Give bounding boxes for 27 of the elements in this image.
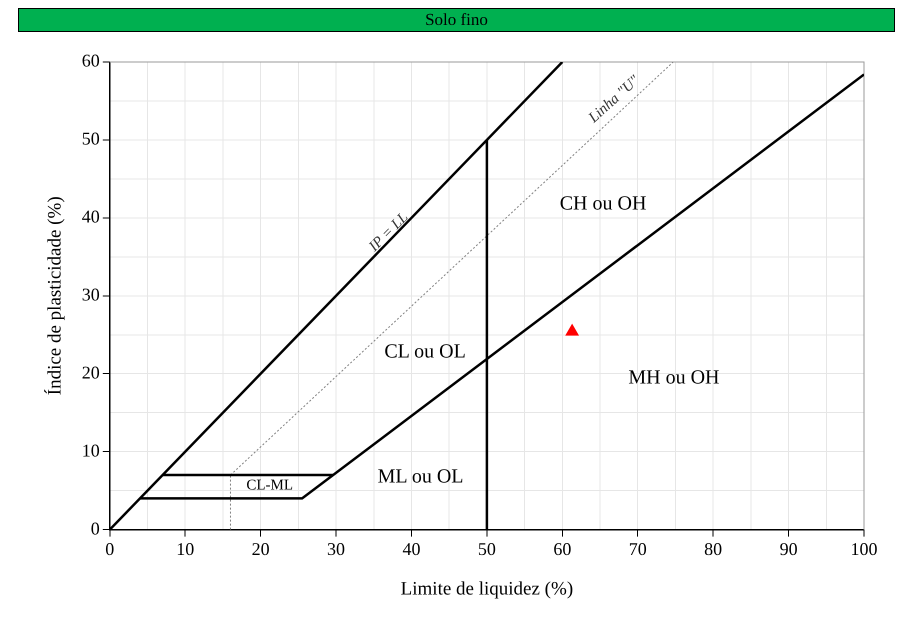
x-tick-label: 50 — [478, 539, 496, 560]
annotation: CL-ML — [246, 478, 294, 494]
annotation: CH ou OH — [560, 192, 646, 214]
x-tick-label: 60 — [553, 539, 572, 560]
x-tick-label: 0 — [105, 539, 114, 560]
y-tick-label: 50 — [82, 128, 100, 149]
x-tick-label: 30 — [327, 539, 346, 560]
x-tick-label: 80 — [704, 539, 722, 560]
x-tick-label: 40 — [402, 539, 420, 560]
y-tick-label: 60 — [82, 50, 100, 71]
y-tick-label: 40 — [82, 206, 100, 227]
annotation: MH ou OH — [628, 366, 720, 388]
y-axis-title: Índice de plasticidade (%) — [43, 196, 66, 396]
x-tick-label: 70 — [628, 539, 647, 560]
annotation: ML ou OL — [378, 465, 464, 488]
x-tick-label: 90 — [780, 539, 798, 560]
annotation: CL ou OL — [384, 340, 466, 363]
y-tick-label: 30 — [82, 284, 100, 305]
x-axis-title: Limite de liquidez (%) — [400, 578, 574, 600]
x-tick-label: 20 — [252, 539, 270, 560]
annotation: IP = LL — [365, 209, 412, 256]
y-tick-label: 0 — [90, 518, 100, 538]
y-tick-label: 10 — [82, 440, 100, 460]
x-tick-label: 100 — [850, 539, 878, 560]
chart-title: Solo fino — [18, 8, 895, 32]
x-tick-label: 10 — [176, 539, 194, 560]
y-tick-label: 20 — [82, 362, 100, 382]
